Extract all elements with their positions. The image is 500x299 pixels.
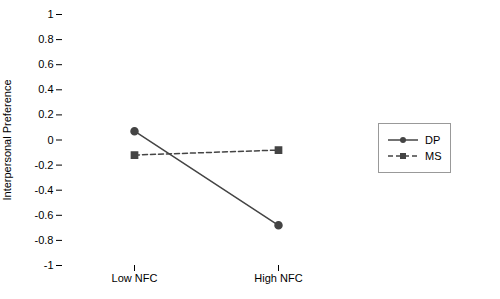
svg-text:0.6: 0.6 (38, 58, 53, 70)
svg-text:-1: -1 (44, 259, 54, 271)
svg-text:1: 1 (47, 8, 53, 20)
svg-text:0.4: 0.4 (38, 83, 53, 95)
svg-text:Interpersonal Preference: Interpersonal Preference (1, 79, 13, 200)
svg-text:-0.4: -0.4 (35, 184, 54, 196)
svg-text:High NFC: High NFC (254, 272, 302, 284)
svg-text:0.2: 0.2 (38, 108, 53, 120)
svg-text:-0.8: -0.8 (35, 234, 54, 246)
svg-text:Low NFC: Low NFC (112, 272, 158, 284)
svg-text:0: 0 (47, 134, 53, 146)
svg-text:-0.2: -0.2 (35, 159, 54, 171)
html-text:MS: MS (425, 149, 442, 162)
html-text:DP: DP (425, 133, 441, 146)
svg-text:-0.6: -0.6 (35, 209, 54, 221)
svg-text:0.8: 0.8 (38, 33, 53, 45)
